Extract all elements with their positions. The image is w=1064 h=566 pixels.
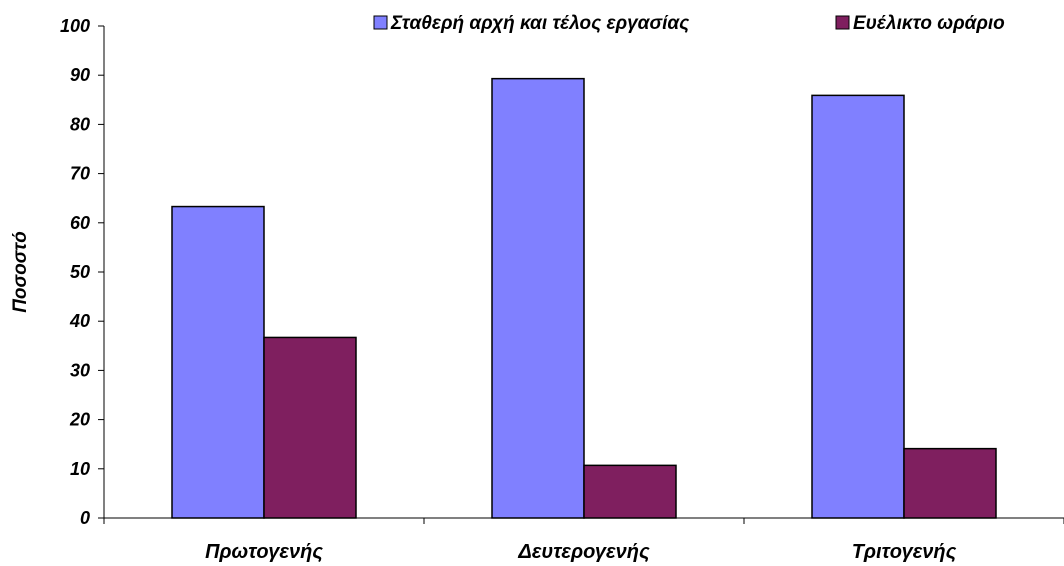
legend-swatch-2 <box>835 15 850 30</box>
bar-2-3 <box>903 447 997 519</box>
bar-1-2 <box>491 77 585 519</box>
bar-2-1 <box>263 336 357 519</box>
x-category-label: Τριτογενής <box>852 541 957 563</box>
bar-1-3 <box>811 94 905 519</box>
y-tick-label: 10 <box>70 459 90 479</box>
y-tick-label: 100 <box>60 16 90 36</box>
x-category-label: Πρωτογενής <box>205 541 323 563</box>
x-categories-group: Πρωτογενής Δευτερογενής Τριτογενής <box>103 518 1064 563</box>
y-ticks-group: 0 10 20 30 40 50 60 70 80 90 100 <box>60 16 104 528</box>
y-tick-label: 60 <box>70 213 90 233</box>
legend-swatch-1 <box>373 15 388 30</box>
y-tick-label: 0 <box>80 508 90 528</box>
y-tick-label: 20 <box>69 410 90 430</box>
bar-1-1 <box>171 205 265 519</box>
x-category-label: Δευτερογενής <box>517 541 650 563</box>
legend-label-2: Ευέλικτο ωράριο <box>853 13 1005 34</box>
bars-group <box>171 77 997 519</box>
y-tick-label: 70 <box>70 164 90 184</box>
bar-2-2 <box>583 464 677 519</box>
legend: Σταθερή αρχή και τέλος εργασίας Ευέλικτο … <box>373 13 1005 34</box>
y-axis-title: Ποσοστό <box>10 231 31 312</box>
y-tick-label: 90 <box>70 65 90 85</box>
y-tick-label: 50 <box>70 262 90 282</box>
y-tick-label: 80 <box>70 114 90 134</box>
legend-label-1: Σταθερή αρχή και τέλος εργασίας <box>390 13 690 34</box>
y-tick-label: 40 <box>69 311 90 331</box>
y-tick-label: 30 <box>70 360 90 380</box>
